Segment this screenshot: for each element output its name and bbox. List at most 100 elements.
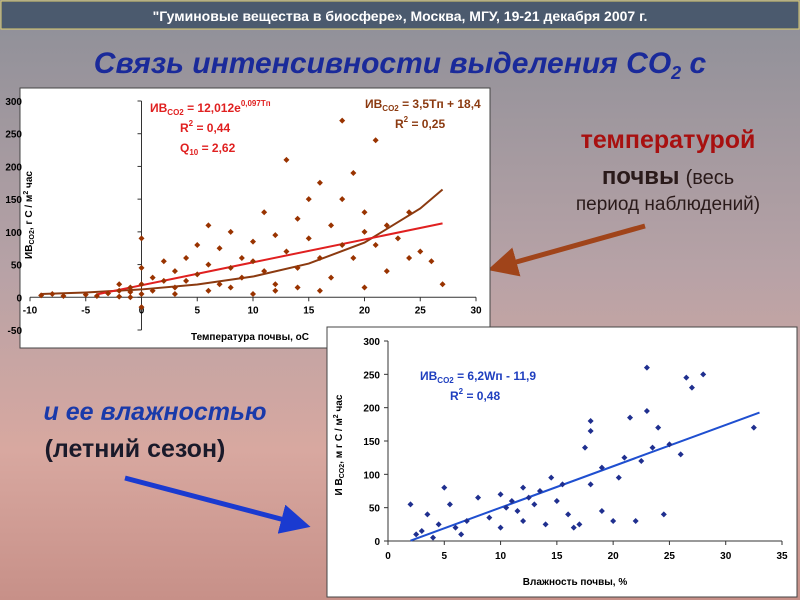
caption-text: (весь <box>686 167 735 189</box>
point <box>565 511 572 518</box>
annotation-part: ИВ <box>420 369 438 383</box>
x-axis-label: Температура почвы, оС <box>191 332 309 343</box>
point <box>627 414 634 421</box>
title-sub: 2 <box>670 63 681 83</box>
trend-line <box>96 222 443 296</box>
point <box>261 209 268 216</box>
point <box>216 281 223 288</box>
point <box>383 268 390 275</box>
point <box>216 245 223 252</box>
point <box>294 284 301 291</box>
annotation: R2 = 0,48 <box>450 387 500 403</box>
annotation-part: R <box>180 121 189 135</box>
point <box>439 281 446 288</box>
point <box>559 481 566 488</box>
arrow <box>124 475 311 534</box>
point <box>350 255 357 262</box>
header: "Гуминовые вещества в биосфере», Москва,… <box>153 8 648 24</box>
point <box>463 518 470 524</box>
point <box>227 264 234 271</box>
point <box>430 534 437 541</box>
point <box>116 281 123 288</box>
point <box>316 255 323 262</box>
point <box>350 169 357 176</box>
point <box>394 235 401 242</box>
y-tick-label: 250 <box>363 370 380 381</box>
point <box>610 518 617 524</box>
point <box>475 494 482 501</box>
x-tick-label: -5 <box>81 305 90 316</box>
y-tick-label: 150 <box>5 195 22 206</box>
y-tick-label: 200 <box>5 162 22 173</box>
annotation-part: R <box>450 389 459 403</box>
annotation-part: = 0,48 <box>463 389 500 403</box>
point <box>49 291 56 298</box>
annotation-part: ИВ <box>365 97 383 111</box>
annotation-part: = 0,44 <box>193 121 230 135</box>
point <box>548 474 555 481</box>
y-axis-label-part: час <box>24 171 35 191</box>
point <box>417 248 424 255</box>
y-tick-label: 100 <box>363 470 380 481</box>
annotation-part: 10 <box>189 148 198 157</box>
point <box>361 228 368 235</box>
point <box>508 498 515 504</box>
annotation-part: CO2 <box>382 104 399 113</box>
point <box>205 261 212 268</box>
annotation-part: 2 <box>189 119 194 128</box>
y-tick-label: 300 <box>5 97 22 108</box>
x-tick-label: 20 <box>359 305 371 316</box>
point <box>587 418 594 424</box>
point <box>294 215 301 222</box>
point <box>171 291 178 298</box>
point <box>428 258 435 265</box>
point <box>458 531 465 538</box>
annotation-part: = 2,62 <box>198 141 235 155</box>
y-axis-label-part: , м г С / м <box>334 418 345 464</box>
point <box>138 235 145 242</box>
annotation-part: Q <box>180 141 189 155</box>
point <box>194 271 201 278</box>
point <box>598 464 605 471</box>
point <box>520 518 527 524</box>
point <box>372 241 379 248</box>
point <box>339 117 346 124</box>
point <box>643 408 650 414</box>
x-tick-label: 5 <box>194 305 200 316</box>
annotation-part: CO2 <box>437 376 454 385</box>
point <box>666 441 673 448</box>
caption: период наблюдений) <box>576 194 760 215</box>
title: Связь интенсивности выделения CO2 с <box>94 47 707 83</box>
chart-frame <box>19 87 491 349</box>
annotation: Q10 = 2,62 <box>180 141 236 157</box>
point <box>643 364 650 371</box>
annotation-part: ИВ <box>150 101 168 115</box>
y-tick-label: 250 <box>5 130 22 141</box>
x-tick-label: 10 <box>247 305 259 316</box>
x-tick-label: 15 <box>551 551 563 562</box>
x-tick-label: 20 <box>608 551 620 562</box>
x-tick-label: 10 <box>495 551 507 562</box>
x-tick-label: -10 <box>23 305 38 316</box>
point <box>171 268 178 275</box>
annotation-part: = 12,012e <box>184 101 241 115</box>
point <box>520 484 527 491</box>
point <box>149 274 156 281</box>
point <box>272 232 279 239</box>
y-tick-label: 150 <box>363 437 380 448</box>
x-tick-label: 35 <box>776 551 788 562</box>
point <box>328 274 335 281</box>
point <box>688 384 695 391</box>
point <box>576 521 583 528</box>
y-axis-label-part: 2 <box>23 191 30 195</box>
y-axis-label-part: И В <box>334 478 345 495</box>
point <box>542 521 549 528</box>
point <box>194 241 201 248</box>
y-axis-label: И ВCO2, м г С / м2 час <box>333 394 346 495</box>
point <box>361 209 368 216</box>
point <box>160 258 167 265</box>
title-text: Связь интенсивности выделения CO <box>94 47 671 80</box>
point <box>82 291 89 298</box>
point <box>525 494 532 501</box>
